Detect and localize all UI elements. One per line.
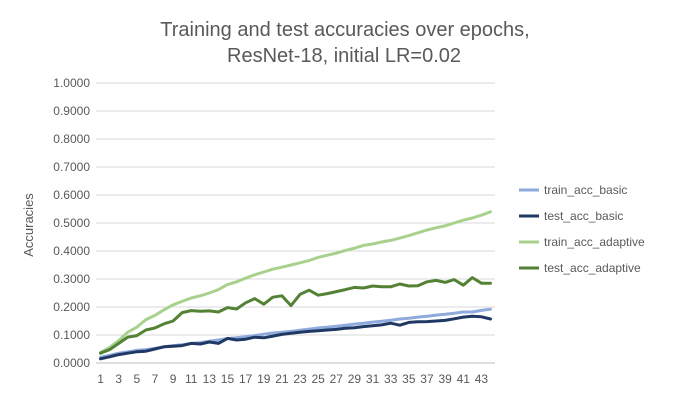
legend: train_acc_basic test_acc_basic train_acc_a… — [519, 183, 645, 275]
series-line-test_acc_basic — [99, 314, 492, 361]
x-tick-label: 35 — [402, 372, 416, 386]
y-tick-label: 0.4000 — [53, 244, 90, 258]
x-tick-label: 29 — [348, 372, 362, 386]
x-tick-label: 39 — [438, 372, 452, 386]
legend-label: train_acc_adaptive — [544, 235, 645, 249]
x-tick-label: 33 — [384, 372, 398, 386]
x-tick-label: 23 — [293, 372, 307, 386]
chart-title-line-1: Training and test accuracies over epochs… — [160, 19, 529, 41]
x-tick-label: 3 — [115, 372, 122, 386]
x-tick-label: 13 — [203, 372, 217, 386]
y-tick-label: 0.3000 — [53, 272, 90, 286]
x-tick-label: 7 — [152, 372, 159, 386]
x-tick-label: 25 — [311, 372, 325, 386]
y-tick-label: 0.2000 — [53, 300, 90, 314]
grid — [96, 82, 495, 364]
x-tick-label: 5 — [133, 372, 140, 386]
y-tick-label: 1.0000 — [53, 76, 90, 90]
y-tick-label: 0.5000 — [53, 216, 90, 230]
y-tick-label: 0.8000 — [53, 132, 90, 146]
legend-label: test_acc_adaptive — [544, 261, 641, 275]
x-tick-label: 41 — [457, 372, 471, 386]
y-axis-ticks: 0.0000 0.1000 0.2000 0.3000 0.4000 0.5000 0.60… — [53, 76, 90, 370]
x-tick-label: 27 — [330, 372, 344, 386]
y-tick-label: 0.6000 — [53, 188, 90, 202]
y-tick-label: 0.1000 — [53, 328, 90, 342]
chart-title-line-2: ResNet-18, initial LR=0.02 — [227, 45, 461, 67]
series-line-test_acc_adaptive — [99, 276, 492, 355]
y-axis-title: Accuracies — [21, 193, 36, 257]
x-tick-label: 1 — [97, 372, 104, 386]
legend-label: train_acc_basic — [544, 183, 627, 197]
x-tick-label: 19 — [257, 372, 271, 386]
series-lines — [99, 210, 492, 361]
y-tick-label: 0.9000 — [53, 104, 90, 118]
x-tick-label: 9 — [170, 372, 177, 386]
x-tick-label: 15 — [221, 372, 235, 386]
series-line-train_acc_adaptive — [99, 210, 492, 354]
y-tick-label: 0.0000 — [53, 356, 90, 370]
x-axis-ticks: 1 3 5 7 9 11 13 15 17 19 21 23 25 27 29 31 33 35 37 39 41 43 — [97, 372, 488, 386]
y-tick-label: 0.7000 — [53, 160, 90, 174]
x-tick-label: 17 — [239, 372, 253, 386]
legend-label: test_acc_basic — [544, 209, 623, 223]
x-tick-label: 31 — [366, 372, 380, 386]
x-tick-label: 11 — [185, 372, 198, 386]
x-tick-label: 43 — [475, 372, 489, 386]
x-tick-label: 21 — [275, 372, 289, 386]
x-tick-label: 37 — [420, 372, 434, 386]
